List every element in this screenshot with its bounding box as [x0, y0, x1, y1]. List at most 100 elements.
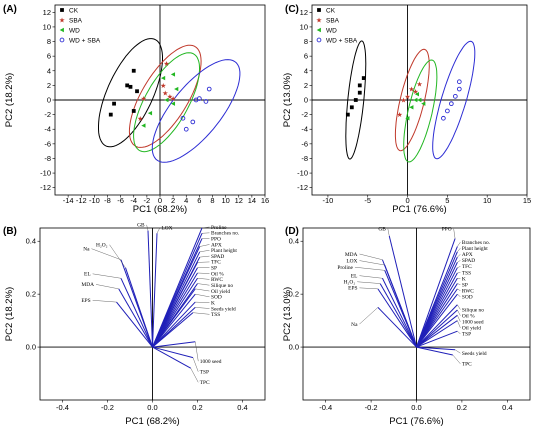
- y-axis-label: PC2 (13.0%): [282, 73, 293, 127]
- y-tick-label: 2: [304, 81, 308, 90]
- confidence-ellipse-ck: [99, 39, 163, 147]
- x-tick-label: 10: [221, 196, 229, 205]
- data-point-wd-sba: [445, 109, 449, 113]
- data-point-ck: [135, 89, 139, 93]
- data-point-ck: [358, 83, 362, 87]
- data-point-wd-sba: [317, 38, 321, 42]
- label-leader-line: [457, 310, 460, 316]
- data-point-ck: [362, 76, 366, 80]
- panel-label: (A): [3, 4, 17, 15]
- legend-label: WD: [69, 27, 80, 34]
- data-point-wd: [60, 28, 64, 32]
- label-leader-line: [457, 248, 460, 252]
- label-leader-line: [200, 244, 210, 246]
- loading-label: SOD: [462, 295, 473, 301]
- y-tick-label: -8: [301, 154, 308, 163]
- label-leader-line: [198, 284, 210, 286]
- label-leader-line: [191, 368, 199, 382]
- label-leader-line: [457, 254, 460, 257]
- label-leader-line: [457, 242, 460, 246]
- loading-vector: [153, 342, 196, 347]
- label-leader-line: [200, 250, 210, 252]
- loading-label: Na: [351, 322, 358, 328]
- label-leader-line: [92, 249, 122, 260]
- plot-area: ★★★★★★: [346, 41, 475, 162]
- loading-label: Proline: [337, 265, 353, 271]
- label-leader-line: [359, 288, 377, 289]
- loading-label: Seeds yield: [462, 351, 487, 357]
- label-leader-line: [457, 315, 460, 321]
- data-point-wd: [161, 76, 165, 80]
- label-leader-line: [195, 307, 209, 308]
- label-leader-line: [457, 289, 460, 291]
- y-tick-label: -6: [301, 139, 308, 148]
- legend-label: CK: [69, 7, 79, 14]
- data-point-wd-sba: [453, 94, 457, 98]
- y-axis-label: PC2 (18.2%): [4, 73, 15, 127]
- x-tick-label: 15: [523, 196, 531, 205]
- label-leader-line: [457, 331, 460, 334]
- y-tick-label: 0.0: [26, 343, 36, 352]
- label-leader-line: [457, 284, 460, 285]
- y-tick-label: -8: [44, 154, 51, 163]
- x-tick-label: -0.2: [365, 403, 378, 412]
- legend-label: SBA: [326, 17, 340, 24]
- y-tick-label: -6: [44, 139, 51, 148]
- y-tick-label: 12: [43, 8, 51, 17]
- x-tick-label: 8: [210, 196, 214, 205]
- loading-label: MDA: [345, 252, 358, 258]
- data-point-wd-sba: [441, 116, 445, 120]
- data-point-wd: [148, 111, 152, 115]
- y-tick-label: 6: [47, 52, 51, 61]
- data-point-ck: [109, 113, 113, 117]
- label-leader-line: [93, 300, 117, 302]
- loading-label: TPC: [200, 380, 210, 386]
- data-point-wd: [174, 87, 178, 91]
- loading-label: EPS: [348, 286, 357, 292]
- x-tick-label: 0.2: [192, 403, 202, 412]
- y-tick-label: -12: [40, 183, 51, 192]
- y-tick-label: -4: [44, 125, 51, 134]
- y-tick-label: 10: [300, 22, 308, 31]
- loading-label: EL: [84, 272, 91, 278]
- data-point-ck: [346, 113, 350, 117]
- x-tick-label: 16: [261, 196, 269, 205]
- label-leader-line: [198, 273, 210, 274]
- label-leader-line: [359, 261, 384, 265]
- y-tick-label: 4: [47, 66, 51, 75]
- label-leader-line: [457, 260, 460, 262]
- loading-label: H₂O₂: [96, 243, 108, 249]
- x-tick-label: -0.2: [101, 403, 114, 412]
- loading-label: TSP: [462, 332, 471, 338]
- label-leader-line: [359, 307, 377, 324]
- y-tick-label: 0.2: [26, 290, 36, 299]
- data-point-sba: ★: [163, 60, 169, 68]
- label-leader-line: [359, 254, 382, 260]
- loading-label: TPC: [462, 362, 472, 368]
- x-tick-label: 10: [483, 196, 491, 205]
- y-tick-label: 4: [304, 66, 308, 75]
- label-leader-line: [359, 276, 382, 279]
- y-tick-label: 0.4: [289, 237, 299, 246]
- data-point-wd: [413, 98, 417, 102]
- data-point-ck: [132, 69, 136, 73]
- y-tick-label: -12: [297, 183, 308, 192]
- label-leader-line: [455, 350, 460, 353]
- label-leader-line: [453, 355, 461, 364]
- panel-label: (B): [3, 226, 17, 237]
- label-leader-line: [457, 266, 460, 267]
- x-tick-label: 0.0: [411, 403, 421, 412]
- x-tick-label: -0.4: [56, 403, 69, 412]
- label-leader-line: [193, 358, 198, 372]
- y-tick-label: 0: [47, 96, 51, 105]
- label-leader-line: [388, 229, 389, 236]
- label-leader-line: [193, 313, 210, 315]
- label-leader-line: [195, 294, 209, 297]
- x-tick-label: -12: [76, 196, 87, 205]
- y-tick-label: -10: [40, 169, 51, 178]
- y-tick-label: 2: [47, 81, 51, 90]
- x-tick-label: -14: [63, 196, 74, 205]
